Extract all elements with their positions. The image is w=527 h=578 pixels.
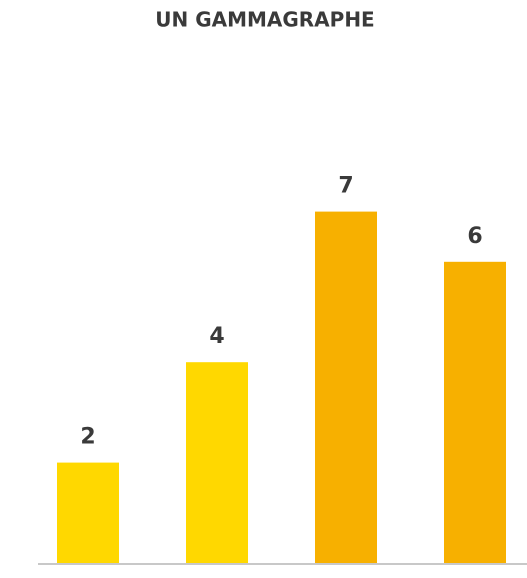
bar bbox=[444, 261, 506, 563]
value-label: 6 bbox=[467, 224, 482, 249]
value-label: 4 bbox=[209, 324, 224, 349]
bar bbox=[57, 462, 119, 563]
bar bbox=[315, 211, 377, 563]
value-label: 2 bbox=[80, 425, 95, 450]
chart-title: UN GAMMAGRAPHE bbox=[155, 8, 374, 32]
bar bbox=[186, 362, 248, 563]
value-label: 7 bbox=[338, 174, 353, 199]
